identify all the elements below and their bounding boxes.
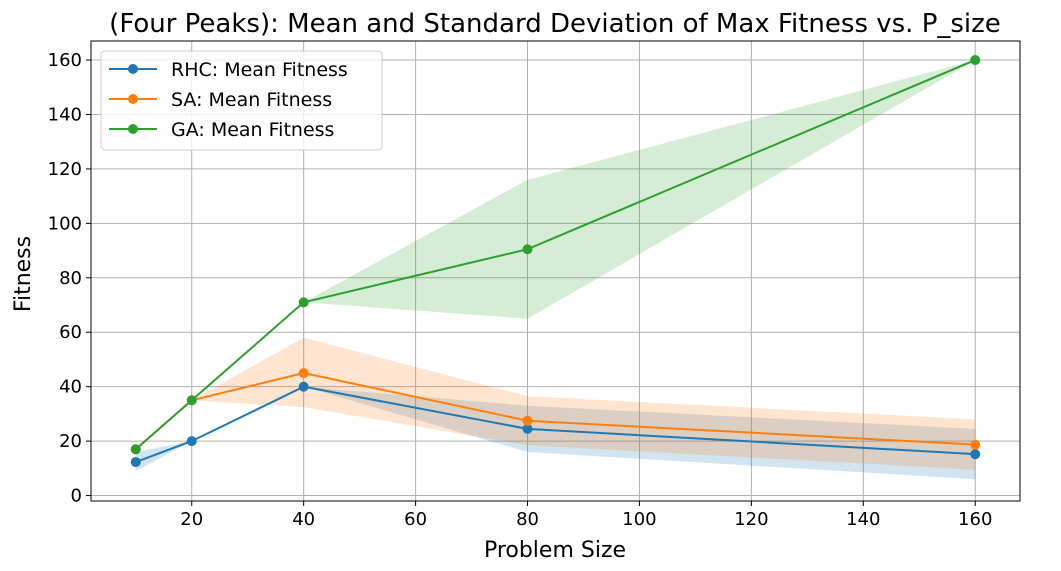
legend-label: RHC: Mean Fitness [171,59,348,81]
data-point [186,395,197,406]
data-point [522,423,533,434]
y-tick-label: 160 [48,50,82,71]
data-point [298,297,309,308]
series-markers [130,55,981,468]
y-axis-label: Fitness [11,236,36,312]
legend: RHC: Mean Fitness SA: Mean Fitness GA: Mea… [100,50,383,151]
data-point [298,368,309,379]
data-point [970,55,981,66]
data-point [522,415,533,426]
legend-marker [128,64,138,74]
y-tick-label: 140 [48,104,82,125]
x-tick-label: 140 [846,509,880,530]
y-tick-label: 100 [48,213,82,234]
x-tick-label: 100 [622,509,656,530]
chart-title: (Four Peaks): Mean and Standard Deviatio… [109,9,1001,39]
legend-label: SA: Mean Fitness [171,89,332,111]
y-tick-label: 40 [59,377,82,398]
legend-label: GA: Mean Fitness [171,119,334,141]
data-point [970,449,981,460]
x-tick-label: 120 [734,509,768,530]
y-tick-label: 80 [59,268,82,289]
y-tick-label: 60 [59,322,82,343]
legend-marker [128,124,138,134]
x-ticks: 20 40 60 80 100 120 140 160 [180,501,992,530]
data-point [522,244,533,255]
data-point [130,444,141,455]
y-ticks: 0 20 40 60 80 100 120 140 160 [48,50,91,507]
std-band-1 [135,337,976,470]
x-axis-label: Problem Size [484,538,626,563]
data-point [186,436,197,447]
y-tick-label: 120 [48,159,82,180]
data-point [970,439,981,450]
x-tick-label: 40 [292,509,315,530]
x-tick-label: 60 [404,509,427,530]
y-tick-label: 0 [71,486,82,507]
std-band-2 [135,60,976,450]
legend-box [100,50,383,151]
plot-frame [90,40,1021,502]
std-bands [135,60,976,480]
x-tick-label: 80 [516,509,539,530]
std-band-0 [135,386,976,480]
x-tick-label: 160 [958,509,992,530]
x-tick-label: 20 [180,509,203,530]
legend-marker [128,94,138,104]
grid [91,41,1020,501]
data-point [130,457,141,468]
data-point [298,381,309,392]
y-tick-label: 20 [59,431,82,452]
